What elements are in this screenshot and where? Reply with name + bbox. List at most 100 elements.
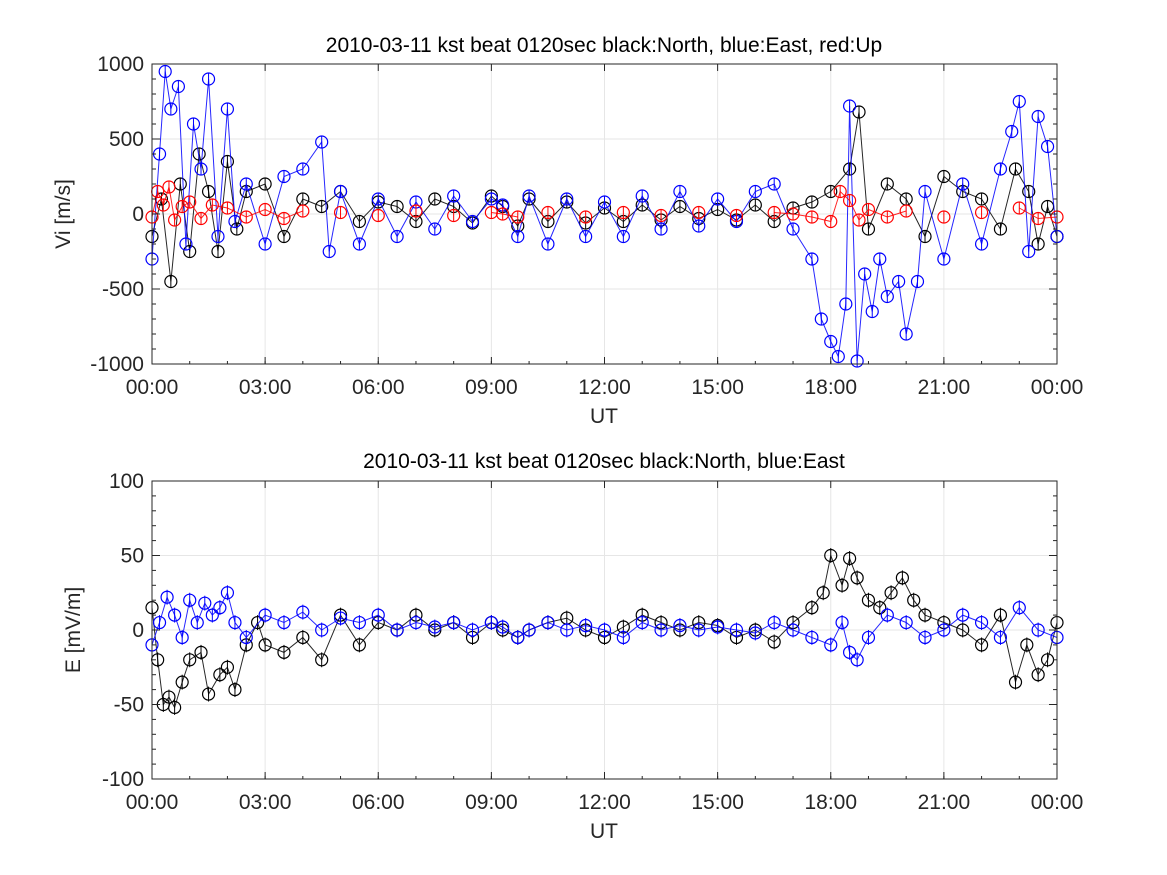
top-north-point xyxy=(861,222,876,236)
bottom-north-point xyxy=(816,586,830,600)
bottom-east-point xyxy=(786,623,800,637)
top-up-point xyxy=(333,205,348,220)
bottom-east-point xyxy=(198,596,212,610)
top-east-point xyxy=(899,327,913,341)
top-east-point xyxy=(371,192,385,206)
top-up-point xyxy=(205,198,219,212)
top-y-tick-label: 500 xyxy=(109,128,144,151)
top-north-point xyxy=(824,184,838,199)
top-east-point xyxy=(635,189,649,203)
bottom-east-point xyxy=(1031,623,1045,637)
bottom-east-point xyxy=(850,653,864,667)
bottom-x-tick-label: 15:00 xyxy=(691,791,744,814)
top-up-point xyxy=(156,198,170,212)
top-up-point xyxy=(162,180,176,194)
top-east-point xyxy=(428,222,442,236)
top-up-point xyxy=(805,210,819,224)
top-east-point xyxy=(484,192,498,206)
top-up-point xyxy=(1031,211,1045,226)
bottom-x-tick-label: 06:00 xyxy=(352,791,405,814)
top-east-point xyxy=(1040,139,1055,154)
top-up-point xyxy=(786,207,800,221)
top-east-point xyxy=(843,99,857,113)
top-up-point xyxy=(767,205,781,220)
top-series xyxy=(145,64,1064,368)
top-east-point xyxy=(910,274,925,289)
bottom-east-point xyxy=(465,623,480,637)
bottom-panel: 00:00 03:00 06:00 09:00 12:00 15:00 18:00 21:00… xyxy=(62,450,1083,843)
top-east-point xyxy=(865,304,879,319)
top-east-point xyxy=(228,214,242,229)
top-up-point xyxy=(511,210,525,224)
bottom-east-point xyxy=(168,608,182,622)
top-north-point xyxy=(937,169,951,184)
bottom-north-point xyxy=(884,586,898,600)
bottom-north-point xyxy=(183,653,197,667)
bottom-east-point xyxy=(899,615,913,630)
top-up-point xyxy=(175,199,189,214)
bottom-east-point xyxy=(315,623,329,637)
top-east-point xyxy=(179,237,193,251)
top-up-point xyxy=(1012,201,1026,215)
bottom-east-point xyxy=(956,608,970,622)
bottom-east-point xyxy=(205,608,219,622)
top-up-point xyxy=(371,208,385,223)
bottom-east-point xyxy=(843,645,857,659)
top-north-point xyxy=(993,222,1008,236)
bottom-north-point xyxy=(250,615,265,630)
top-up-point xyxy=(277,211,291,226)
top-east-point xyxy=(1012,94,1026,109)
top-east-point xyxy=(211,229,225,244)
top-x-tick-label: 00:00 xyxy=(126,376,179,399)
bottom-east-point xyxy=(861,630,876,645)
bottom-north-point xyxy=(168,700,182,715)
bottom-east-point xyxy=(277,615,291,630)
bottom-north-point xyxy=(918,608,932,622)
bottom-east-point xyxy=(805,630,819,645)
top-east-point xyxy=(839,297,853,311)
top-east-point xyxy=(315,135,329,149)
bottom-east-point xyxy=(654,623,668,637)
top-east-point xyxy=(258,237,272,251)
bottom-east-point xyxy=(390,623,404,637)
bottom-east-point xyxy=(560,623,574,637)
bottom-east-point xyxy=(748,626,762,640)
top-east-point xyxy=(711,192,725,206)
bottom-east-point xyxy=(511,630,525,645)
top-panel: 00:00 03:00 06:00 09:00 12:00 15:00 18:00 21:00… xyxy=(52,34,1083,428)
top-east-point xyxy=(880,289,894,304)
top-x-tick-label: 00:00 xyxy=(1031,376,1084,399)
bottom-east-point xyxy=(239,630,253,645)
top-north-point xyxy=(918,229,932,244)
bottom-x-tick-label: 12:00 xyxy=(578,791,631,814)
bottom-north-point xyxy=(805,601,819,615)
bottom-east-point xyxy=(371,608,385,622)
bottom-y-tick-label: -100 xyxy=(102,768,144,791)
bottom-chart-title: 2010-03-11 kst beat 0120sec black:North,… xyxy=(363,450,845,473)
top-x-tick-label: 09:00 xyxy=(465,376,518,399)
bottom-east-point xyxy=(635,615,649,630)
top-up-point xyxy=(654,208,668,223)
top-x-tick-label: 03:00 xyxy=(239,376,292,399)
top-east-point xyxy=(164,102,178,116)
top-east-point xyxy=(873,252,887,266)
bottom-north-point xyxy=(873,601,887,615)
bottom-east-point xyxy=(228,615,242,630)
top-north-point xyxy=(201,184,216,199)
bottom-east-point xyxy=(160,590,174,604)
top-x-tick-label: 12:00 xyxy=(578,376,631,399)
bottom-east-point xyxy=(175,630,189,645)
top-north-point xyxy=(315,199,329,214)
bottom-east-point xyxy=(152,615,167,630)
top-up-point xyxy=(220,201,235,215)
top-up-point xyxy=(579,210,593,224)
bottom-east-point xyxy=(673,618,687,633)
bottom-north-point xyxy=(850,571,864,585)
top-up-point xyxy=(824,214,838,229)
bottom-east-point xyxy=(484,615,498,630)
top-east-point xyxy=(597,195,612,209)
bottom-east-point xyxy=(258,608,272,622)
bottom-north-point xyxy=(258,638,272,652)
bottom-north-point xyxy=(974,638,989,652)
bottom-east-point xyxy=(974,615,989,630)
